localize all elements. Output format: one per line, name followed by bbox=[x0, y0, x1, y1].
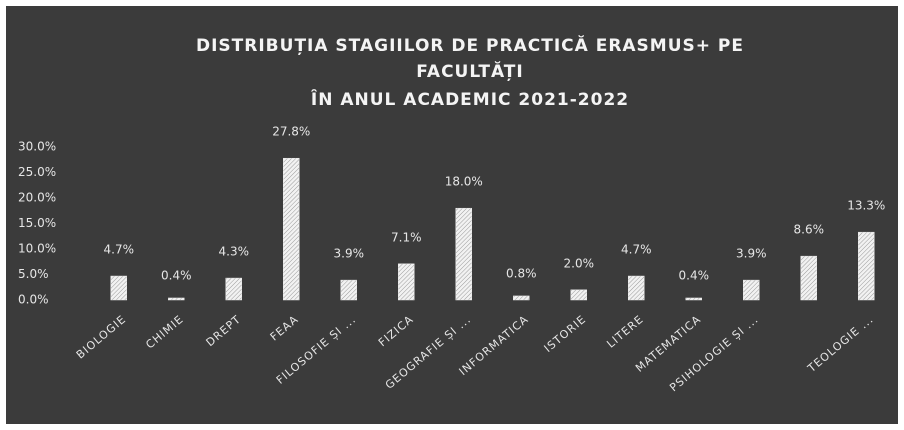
bar bbox=[283, 157, 300, 301]
data-label: 13.3% bbox=[847, 199, 885, 213]
chart-title: DISTRIBUȚIA STAGIILOR DE PRACTICĂ ERASMU… bbox=[196, 34, 744, 56]
y-tick-label: 0.0% bbox=[18, 293, 49, 307]
data-label: 7.1% bbox=[391, 230, 422, 244]
bar bbox=[455, 207, 472, 301]
data-label: 3.9% bbox=[334, 247, 365, 261]
bar bbox=[800, 255, 817, 301]
data-label: 4.7% bbox=[621, 243, 652, 257]
data-label: 0.4% bbox=[161, 268, 192, 282]
chart-title: FACULTĂȚI bbox=[416, 60, 523, 82]
data-label: 27.8% bbox=[272, 125, 310, 139]
bar bbox=[685, 297, 702, 301]
bar bbox=[340, 279, 357, 301]
bar bbox=[398, 263, 415, 301]
y-tick-label: 10.0% bbox=[18, 242, 56, 256]
data-label: 4.3% bbox=[219, 245, 250, 259]
data-label: 4.7% bbox=[104, 243, 135, 257]
bar bbox=[743, 279, 760, 301]
bar bbox=[628, 275, 645, 301]
data-label: 3.9% bbox=[736, 247, 767, 261]
bar bbox=[168, 297, 185, 301]
y-tick-label: 15.0% bbox=[18, 216, 56, 230]
data-label: 18.0% bbox=[445, 175, 483, 189]
data-label: 0.8% bbox=[506, 266, 537, 280]
bar bbox=[570, 289, 587, 301]
bar bbox=[858, 231, 875, 301]
y-tick-label: 5.0% bbox=[18, 267, 49, 281]
data-label: 0.4% bbox=[679, 268, 710, 282]
bar bbox=[225, 277, 242, 301]
y-tick-label: 25.0% bbox=[18, 165, 56, 179]
data-label: 2.0% bbox=[564, 256, 595, 270]
y-tick-label: 30.0% bbox=[18, 140, 56, 154]
bar bbox=[513, 295, 530, 301]
data-label: 8.6% bbox=[794, 223, 825, 237]
y-tick-label: 20.0% bbox=[18, 191, 56, 205]
chart-background bbox=[6, 6, 898, 424]
bar bbox=[110, 275, 127, 301]
chart-title: ÎN ANUL ACADEMIC 2021-2022 bbox=[311, 88, 629, 110]
